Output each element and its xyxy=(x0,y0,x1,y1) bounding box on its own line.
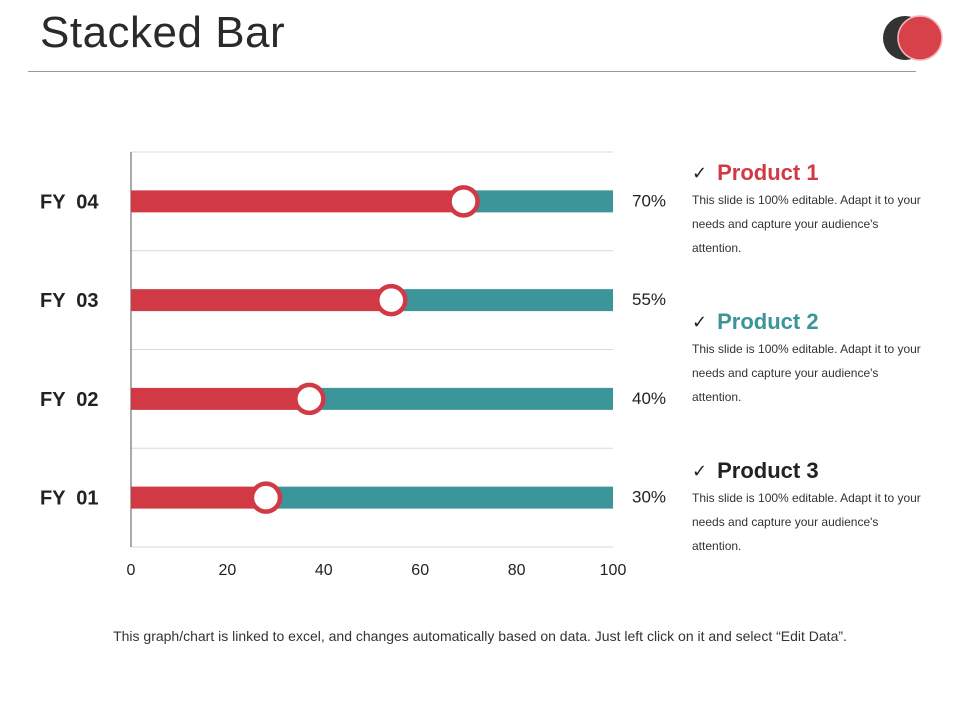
bar-segment-red xyxy=(131,387,310,410)
data-label: 30% xyxy=(632,488,666,507)
bar-segment-teal xyxy=(309,387,613,410)
logo-circles-icon xyxy=(883,15,943,61)
title-divider xyxy=(28,71,916,72)
x-tick-label: 100 xyxy=(600,562,627,579)
checkmark-icon: ✓ xyxy=(692,460,708,482)
bar-segment-red xyxy=(131,486,266,509)
bar-segment-red xyxy=(131,289,392,312)
data-label: 70% xyxy=(632,191,666,210)
legend-description: This slide is 100% editable. Adapt it to… xyxy=(692,491,921,553)
value-marker xyxy=(293,382,326,416)
x-tick-label: 40 xyxy=(315,562,333,579)
value-marker xyxy=(249,481,283,514)
value-marker xyxy=(375,283,408,317)
checkmark-icon: ✓ xyxy=(692,311,708,333)
legend-product-3: ✓ Product 3 This slide is 100% editable.… xyxy=(692,458,932,558)
category-label: FY 02 xyxy=(40,389,99,411)
legend-label: Product 3 xyxy=(717,458,819,483)
legend-product-1: ✓ Product 1 This slide is 100% editable.… xyxy=(692,160,932,260)
category-label: FY 04 xyxy=(40,191,99,213)
logo-red-circle xyxy=(898,16,942,60)
data-label: 40% xyxy=(632,389,666,408)
category-label: FY 01 xyxy=(40,488,99,510)
slide-title: Stacked Bar xyxy=(40,8,286,57)
legend-label: Product 1 xyxy=(717,160,819,185)
data-label: 55% xyxy=(632,290,666,309)
x-tick-label: 80 xyxy=(508,562,526,579)
checkmark-icon: ✓ xyxy=(692,162,708,184)
legend-product-2: ✓ Product 2 This slide is 100% editable.… xyxy=(692,309,932,409)
legend-description: This slide is 100% editable. Adapt it to… xyxy=(692,342,921,404)
value-marker xyxy=(447,185,480,218)
x-tick-label: 60 xyxy=(411,562,429,579)
bar-segment-red xyxy=(131,190,464,213)
bar-segment-teal xyxy=(391,289,613,312)
category-label: FY 03 xyxy=(40,290,99,312)
bar-segment-teal xyxy=(265,486,613,509)
legend-label: Product 2 xyxy=(717,309,819,334)
footer-note: This graph/chart is linked to excel, and… xyxy=(113,628,847,644)
bar-segment-teal xyxy=(463,190,613,213)
legend-description: This slide is 100% editable. Adapt it to… xyxy=(692,193,921,255)
x-tick-label: 0 xyxy=(127,562,136,579)
x-tick-label: 20 xyxy=(219,562,237,579)
